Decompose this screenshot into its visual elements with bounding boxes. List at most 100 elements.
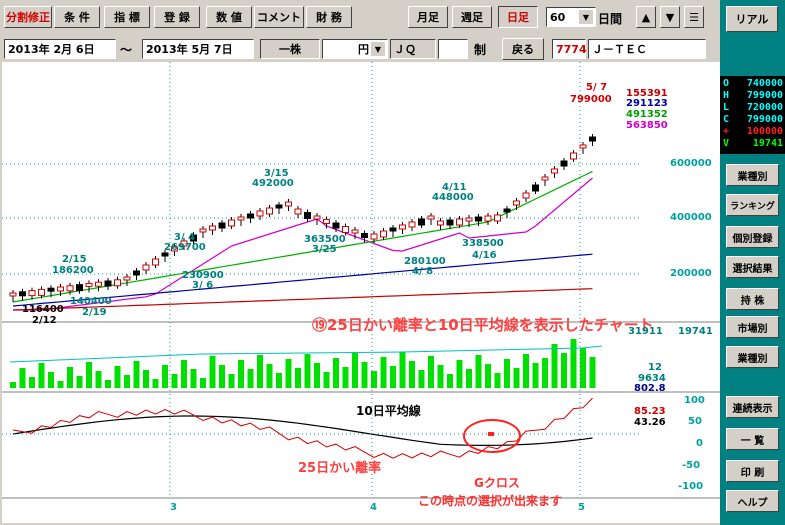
realtime-button[interactable]: リアル <box>726 6 778 32</box>
candle-body <box>9 292 17 297</box>
candle-body <box>408 221 416 228</box>
month-tick: 3 <box>170 502 177 513</box>
candle-body <box>361 233 368 238</box>
kairi-line <box>12 397 593 459</box>
finance-button[interactable]: 財 務 <box>306 6 352 28</box>
side-button-list[interactable]: 一 覧 <box>726 428 779 450</box>
candle-body <box>285 201 292 207</box>
osc-value: 43.26 <box>634 417 666 428</box>
side-button-market[interactable]: 市場別 <box>726 316 779 338</box>
candle-body <box>161 252 169 257</box>
candle-body <box>19 291 26 297</box>
date-from-field[interactable]: 2013年 2月 6日 <box>4 39 116 59</box>
side-button-selection[interactable]: 選択結果 <box>726 256 779 278</box>
currency-select[interactable]: 円 ▼ <box>322 39 388 59</box>
candle-body <box>76 284 83 292</box>
volume-bar <box>456 360 463 388</box>
condition-button[interactable]: 条 件 <box>54 6 100 28</box>
side-button-industry[interactable]: 業種別 <box>726 164 779 186</box>
seido-label: 制 <box>474 43 487 57</box>
volume-bar <box>124 375 130 388</box>
indicator-button[interactable]: 指 標 <box>104 6 150 28</box>
daily-button[interactable]: 日足 <box>498 6 538 28</box>
candle-body <box>38 288 45 296</box>
candle-body <box>304 212 311 219</box>
menu-button[interactable]: ☰ <box>684 6 704 28</box>
volume-value: 802.8 <box>634 383 666 394</box>
tilde-label: 〜 <box>120 43 133 57</box>
candle-body <box>570 152 577 160</box>
side-button-sector[interactable]: 業種別 <box>726 346 779 368</box>
candle-body <box>104 280 112 287</box>
numeric-button[interactable]: 数 値 <box>206 6 252 28</box>
volume-bar <box>48 372 54 388</box>
volume-bar <box>181 360 187 388</box>
seido-blank <box>438 39 468 59</box>
volume-bar <box>38 363 45 388</box>
candle-body <box>247 213 254 219</box>
moving-average-line <box>13 177 593 311</box>
comment-button[interactable]: コメント <box>254 6 304 28</box>
volume-bar <box>466 369 472 388</box>
volume-bar <box>561 353 567 388</box>
volume-bar <box>494 373 501 388</box>
volume-bar <box>304 354 311 388</box>
annotation-date: 2/19 <box>82 307 107 318</box>
candle-body <box>351 229 359 234</box>
volume-bar <box>143 370 149 388</box>
annotation-price: 448000 <box>432 192 474 203</box>
ma10-label: 10日平均線 <box>356 404 421 418</box>
volume-bar <box>323 372 330 388</box>
volume-bar <box>190 369 197 388</box>
side-button-ranking[interactable]: ランキング <box>726 194 779 216</box>
volume-value: 19741 <box>678 326 713 337</box>
volume-value: 12 <box>648 362 662 373</box>
quote-key: + <box>723 126 730 137</box>
candle-body <box>218 222 226 229</box>
volume-value: 31911 <box>628 326 663 337</box>
volume-average-line <box>9 345 603 363</box>
volume-bar <box>314 363 320 388</box>
back-button[interactable]: 戻る <box>502 38 544 60</box>
candle-body <box>589 136 596 142</box>
annotation-price: 186200 <box>52 265 94 276</box>
price-axis-label: 200000 <box>670 268 712 279</box>
month-tick: 4 <box>370 502 377 513</box>
volume-bar <box>532 363 539 388</box>
side-button-print[interactable]: 印 刷 <box>726 460 779 482</box>
days-select[interactable]: 60 ▼ <box>546 7 596 27</box>
chart-note: ⑲25日かい離率と10日平均線を表示したチャート <box>312 316 654 334</box>
monthly-button[interactable]: 月足 <box>408 6 448 28</box>
side-button-continuous[interactable]: 連続表示 <box>726 396 779 418</box>
candle-body <box>323 219 330 224</box>
volume-bar <box>342 367 349 388</box>
volume-bar <box>86 362 92 388</box>
chevron-down-icon: ▼ <box>371 42 385 56</box>
annotation-price: 269700 <box>164 242 206 253</box>
volume-bar <box>57 381 64 388</box>
annotation-date: 4/11 <box>442 182 467 193</box>
split-adjust-button[interactable]: 分割修正 <box>4 6 52 28</box>
register-button[interactable]: 登 録 <box>154 6 200 28</box>
volume-bar <box>276 373 282 388</box>
volume-bar <box>551 344 558 388</box>
side-button-holdings[interactable]: 持 株 <box>726 288 779 310</box>
code-field[interactable]: 7774 <box>552 39 587 59</box>
ma-value: 291123 <box>626 98 668 109</box>
side-button-help[interactable]: ヘルプ <box>726 490 779 512</box>
up-arrow-button[interactable]: ▲ <box>636 6 656 28</box>
date-to-field[interactable]: 2013年 5月 7日 <box>142 39 254 59</box>
kairi-label: 25日かい離率 <box>298 461 382 476</box>
candle-body <box>446 219 454 226</box>
volume-bar <box>200 378 206 388</box>
annotation-date: 3/ 4 <box>174 232 196 243</box>
quote-value: 740000 <box>746 78 783 89</box>
side-button-individual[interactable]: 個別登録 <box>726 226 779 248</box>
candle-body <box>522 192 530 199</box>
candle-body <box>465 217 473 222</box>
down-arrow-button[interactable]: ▼ <box>660 6 680 28</box>
volume-bar <box>485 364 491 388</box>
price-chart <box>2 62 720 499</box>
candle-body <box>437 220 444 226</box>
weekly-button[interactable]: 週足 <box>452 6 492 28</box>
